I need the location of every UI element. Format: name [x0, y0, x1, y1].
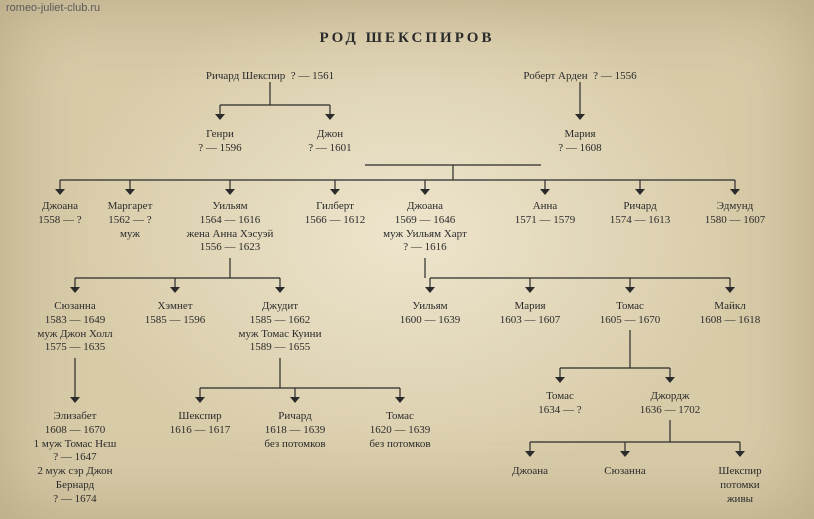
tree-node: Гилберт 1566 — 1612 [305, 200, 366, 228]
tree-node: Элизабет 1608 — 1670 1 муж Томас Нєш ? —… [34, 410, 117, 506]
diagram-title: РОД ШЕКСПИРОВ [0, 30, 814, 47]
tree-node: Хэмнет 1585 — 1596 [145, 300, 206, 328]
tree-node: Сюзанна [604, 465, 645, 479]
tree-node: Джоана [512, 465, 548, 479]
tree-node: Роберт Арден ? — 1556 [523, 70, 636, 84]
tree-node: Томас 1620 — 1639 без потомков [369, 410, 430, 451]
tree-node: Анна 1571 — 1579 [515, 200, 576, 228]
tree-node: Уильям 1564 — 1616 жена Анна Хэсуэй 1556… [187, 200, 274, 255]
tree-node: Шекспир потомки живы [718, 465, 761, 506]
tree-node: Майкл 1608 — 1618 [700, 300, 761, 328]
watermark-text: romeo-juliet-club.ru [6, 2, 100, 14]
tree-node: Томас 1605 — 1670 [600, 300, 661, 328]
tree-node: Томас 1634 — ? [538, 390, 581, 418]
tree-node: Ричард Шекспир ? — 1561 [206, 70, 334, 84]
tree-node: Маргарет 1562 — ? муж [108, 200, 153, 241]
tree-node: Джон ? — 1601 [308, 128, 351, 156]
tree-node: Уильям 1600 — 1639 [400, 300, 461, 328]
tree-node: Ричард 1574 — 1613 [610, 200, 671, 228]
tree-node: Шекспир 1616 — 1617 [170, 410, 231, 438]
tree-node: Ричард 1618 — 1639 без потомков [264, 410, 325, 451]
tree-node: Джордж 1636 — 1702 [640, 390, 701, 418]
tree-node: Сюзанна 1583 — 1649 муж Джон Холл 1575 —… [37, 300, 112, 355]
tree-node: Мария 1603 — 1607 [500, 300, 561, 328]
tree-node: Джоана 1558 — ? [38, 200, 81, 228]
tree-node: Мария ? — 1608 [558, 128, 601, 156]
tree-node: Генри ? — 1596 [198, 128, 241, 156]
tree-node: Джоана 1569 — 1646 муж Уильям Харт ? — 1… [383, 200, 467, 255]
tree-node: Эдмунд 1580 — 1607 [705, 200, 766, 228]
tree-node: Джудит 1585 — 1662 муж Томас Куини 1589 … [239, 300, 322, 355]
